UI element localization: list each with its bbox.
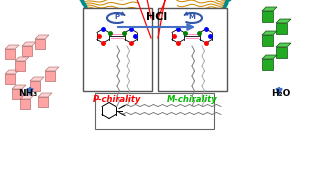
FancyBboxPatch shape (83, 8, 151, 91)
Polygon shape (35, 39, 45, 49)
Polygon shape (262, 35, 273, 46)
Polygon shape (45, 71, 55, 81)
Text: P: P (114, 14, 120, 20)
Polygon shape (5, 49, 15, 59)
Text: M-chirality: M-chirality (167, 95, 217, 104)
Polygon shape (5, 70, 19, 74)
Polygon shape (276, 47, 287, 58)
Polygon shape (12, 89, 22, 99)
Polygon shape (20, 99, 30, 109)
FancyBboxPatch shape (158, 8, 226, 91)
Polygon shape (38, 93, 52, 97)
Text: H₂O: H₂O (272, 88, 291, 98)
Polygon shape (262, 55, 277, 59)
Polygon shape (262, 7, 277, 11)
Polygon shape (262, 31, 277, 35)
Polygon shape (38, 97, 48, 107)
Text: NH₃: NH₃ (18, 88, 37, 98)
Text: P-chirality: P-chirality (93, 95, 141, 104)
FancyBboxPatch shape (95, 92, 214, 129)
Polygon shape (262, 59, 273, 70)
Polygon shape (22, 46, 32, 56)
Text: M: M (188, 14, 195, 20)
Polygon shape (276, 19, 291, 23)
Polygon shape (12, 85, 26, 89)
Polygon shape (45, 67, 59, 71)
Polygon shape (35, 35, 49, 39)
Polygon shape (5, 74, 15, 84)
Polygon shape (276, 43, 291, 47)
Polygon shape (262, 11, 273, 22)
Polygon shape (15, 57, 29, 61)
Text: HCl: HCl (146, 12, 167, 22)
Polygon shape (5, 45, 19, 49)
Polygon shape (276, 23, 287, 34)
Polygon shape (30, 77, 44, 81)
Polygon shape (20, 95, 34, 99)
Polygon shape (15, 61, 25, 71)
Polygon shape (30, 81, 40, 91)
Polygon shape (22, 42, 36, 46)
